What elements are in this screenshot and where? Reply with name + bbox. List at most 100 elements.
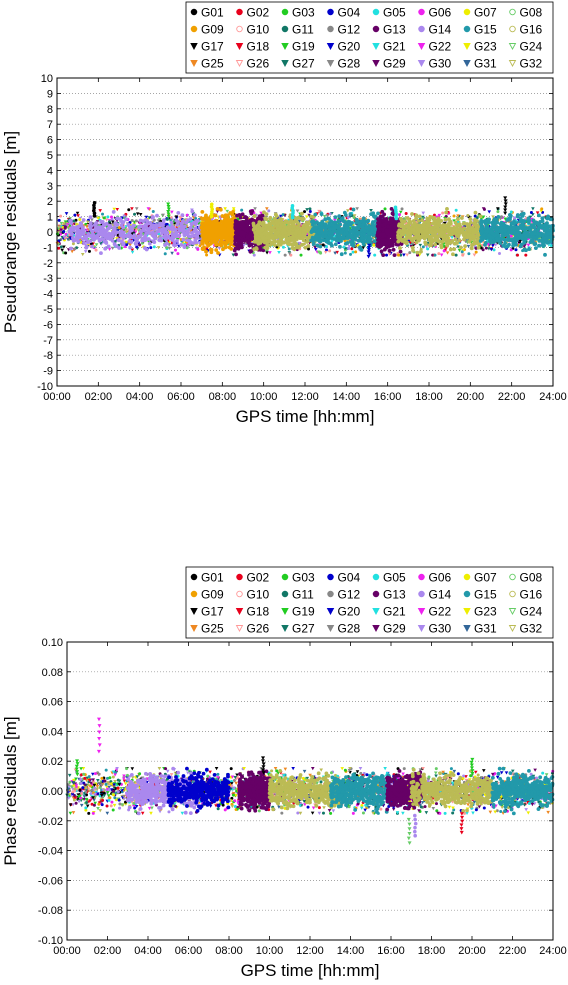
- data-point: [376, 211, 380, 216]
- data-point: [125, 243, 129, 247]
- data-point: [71, 242, 75, 246]
- data-point: [258, 247, 263, 252]
- y-tick-label: 6: [47, 135, 53, 147]
- data-point: [454, 208, 458, 212]
- data-point: [173, 248, 177, 252]
- data-point: [73, 213, 77, 217]
- data-point: [290, 242, 294, 247]
- data-point: [152, 234, 156, 239]
- data-point: [311, 241, 316, 246]
- data-point: [217, 246, 222, 251]
- data-point: [185, 213, 189, 217]
- data-point: [216, 251, 220, 255]
- data-point: [237, 227, 242, 232]
- data-point: [127, 208, 131, 212]
- data-point: [179, 242, 184, 247]
- y-tick-label: 4: [47, 165, 53, 177]
- data-point: [252, 214, 257, 218]
- data-point: [262, 210, 266, 215]
- data-point: [72, 219, 76, 223]
- data-point: [214, 219, 219, 223]
- data-point: [383, 207, 387, 211]
- data-point: [71, 227, 75, 232]
- x-tick-label: 18:00: [415, 391, 443, 403]
- data-point: [398, 210, 403, 214]
- data-point: [225, 209, 230, 214]
- data-point: [75, 225, 80, 229]
- data-point: [73, 247, 77, 251]
- x-tick-label: 04:00: [126, 391, 154, 403]
- data-point: [301, 223, 306, 228]
- data-point: [349, 252, 353, 256]
- data-point: [115, 207, 120, 212]
- data-point: [96, 233, 100, 237]
- data-point: [500, 215, 504, 219]
- data-point: [373, 253, 377, 257]
- data-point: [77, 235, 82, 240]
- data-point: [190, 209, 195, 214]
- data-point: [191, 220, 196, 225]
- data-point: [135, 212, 140, 216]
- data-point: [190, 230, 194, 235]
- data-point: [280, 223, 285, 228]
- data-point: [343, 251, 347, 255]
- data-point: [169, 220, 174, 225]
- data-point: [187, 240, 192, 245]
- data-point: [268, 251, 272, 255]
- data-point: [219, 243, 224, 248]
- data-point: [90, 229, 94, 233]
- data-point: [188, 225, 193, 230]
- data-point: [311, 226, 315, 231]
- data-point: [111, 210, 116, 214]
- data-point: [121, 241, 126, 246]
- data-point: [362, 232, 367, 237]
- y-tick-label: 2: [47, 196, 53, 208]
- data-point: [342, 210, 347, 215]
- data-point: [307, 247, 311, 251]
- data-point: [64, 251, 68, 255]
- data-point: [292, 238, 296, 242]
- data-point: [472, 253, 477, 257]
- data-point: [283, 253, 287, 257]
- data-point: [349, 234, 354, 239]
- data-point: [121, 230, 126, 235]
- data-point: [81, 229, 86, 233]
- x-tick-label: 06:00: [167, 391, 195, 403]
- data-point: [83, 250, 88, 254]
- data-point: [322, 214, 327, 219]
- data-point: [149, 246, 153, 250]
- data-point: [191, 241, 195, 246]
- data-point: [319, 212, 324, 217]
- data-point: [310, 219, 314, 224]
- y-tick-label: -6: [43, 319, 53, 331]
- data-point: [124, 217, 129, 222]
- data-point: [129, 240, 134, 244]
- data-point: [63, 225, 67, 229]
- data-point: [348, 212, 353, 216]
- data-point: [265, 207, 269, 211]
- data-point: [295, 209, 300, 213]
- y-tick-label: -2: [43, 258, 53, 270]
- data-point: [516, 253, 520, 257]
- data-point: [215, 209, 220, 214]
- data-point: [99, 251, 103, 256]
- data-point: [78, 221, 83, 226]
- data-point: [130, 225, 134, 230]
- data-point: [138, 229, 143, 234]
- data-point: [208, 241, 213, 246]
- data-point: [318, 237, 323, 242]
- data-point: [215, 232, 220, 237]
- data-point: [163, 236, 168, 241]
- y-tick-label: -9: [43, 366, 53, 378]
- data-point: [456, 245, 460, 249]
- data-point: [247, 243, 252, 248]
- data-point: [209, 247, 214, 252]
- data-point: [333, 215, 338, 220]
- data-point: [328, 227, 333, 231]
- data-point: [107, 226, 112, 230]
- data-point: [367, 231, 372, 236]
- data-point: [224, 241, 229, 245]
- y-tick-label: 1: [47, 212, 53, 224]
- data-point: [397, 213, 401, 217]
- y-tick-label: -8: [43, 350, 53, 362]
